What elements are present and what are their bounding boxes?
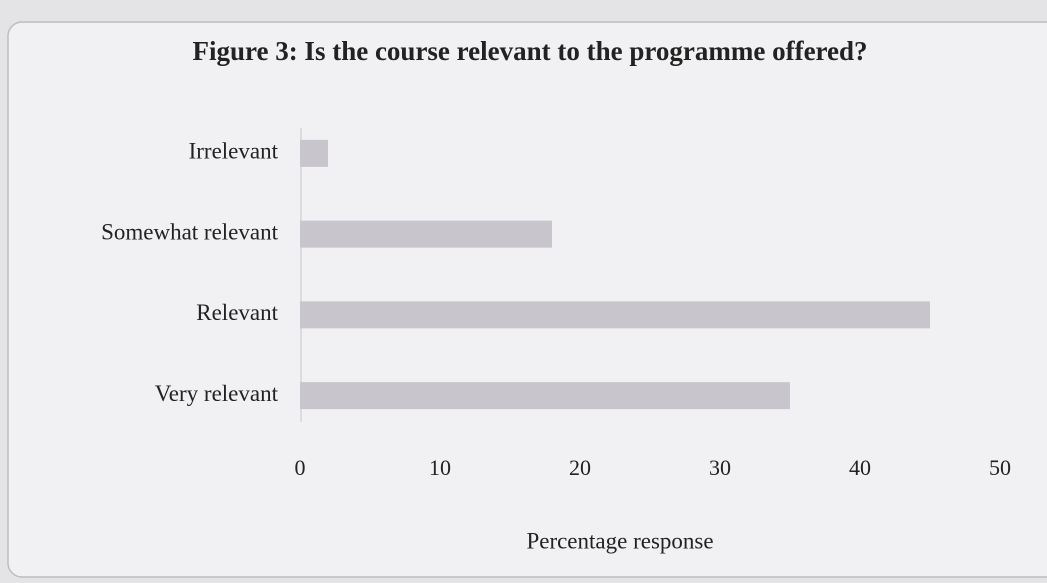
bar [300, 301, 930, 329]
x-tick-label: 20 [569, 455, 591, 480]
y-tick-label: Very relevant [155, 381, 279, 406]
y-tick-label: Irrelevant [189, 139, 279, 164]
x-tick-label: 50 [989, 455, 1011, 480]
chart-frame [7, 21, 1047, 578]
x-tick-label: 0 [295, 455, 306, 480]
x-tick-label: 10 [429, 455, 451, 480]
chart-title: Figure 3: Is the course relevant to the … [192, 36, 867, 66]
y-tick-label: Relevant [196, 300, 278, 325]
x-tick-label: 40 [849, 455, 871, 480]
bar [300, 220, 552, 248]
y-tick-label: Somewhat relevant [101, 219, 279, 244]
x-axis-label: Percentage response [526, 528, 713, 553]
x-tick-label: 30 [709, 455, 731, 480]
bar [300, 382, 790, 410]
bar [300, 139, 328, 167]
